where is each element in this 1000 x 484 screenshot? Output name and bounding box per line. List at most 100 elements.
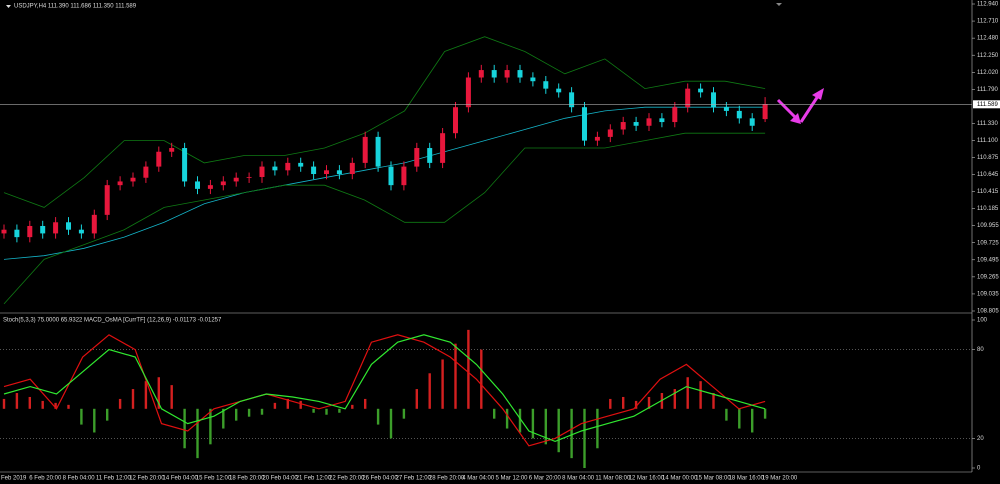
overlay-line [3, 36, 766, 208]
y-tick-label: 110.875 [977, 155, 999, 161]
x-tick-label: 14 Feb 04:00 [163, 476, 199, 482]
candle-body [272, 166, 278, 171]
y-tick-label: 109.265 [977, 274, 999, 280]
histogram-bar [106, 408, 109, 421]
histogram-bar [325, 408, 328, 415]
histogram-bar [647, 396, 651, 409]
histogram-bar [673, 389, 676, 409]
candle-body [246, 176, 252, 178]
candle-body [582, 107, 587, 141]
y-tick-label: 112.020 [977, 70, 999, 76]
candle-body [233, 177, 239, 182]
candle-body [40, 225, 46, 234]
histogram-bar [196, 408, 199, 459]
candle-body [349, 162, 355, 175]
shift-marker [776, 3, 782, 6]
candle-body [530, 77, 536, 82]
histogram-bar [209, 408, 212, 445]
candle-body [375, 136, 381, 167]
arrowhead [812, 88, 824, 100]
histogram-bar [2, 398, 6, 409]
candle-body [117, 181, 123, 186]
histogram-bar [609, 398, 612, 409]
histogram-bar [454, 343, 457, 409]
x-tick-label: 12 Feb 20:00 [129, 476, 165, 482]
x-tick-label: 22 Feb 20:00 [329, 476, 365, 482]
histogram-bar [157, 377, 160, 409]
x-tick-label: 4 Mar 04:00 [462, 476, 495, 482]
x-tick-label: 15 Mar 08:00 [695, 476, 731, 482]
histogram-bar [712, 393, 715, 409]
histogram-bar [376, 408, 380, 425]
candle-body [362, 136, 368, 163]
y-tick-label: 109.495 [977, 257, 999, 263]
candle-body [685, 88, 691, 108]
x-tick-label: 28 Feb 20:00 [429, 476, 465, 482]
histogram-bar [467, 329, 470, 409]
arrow-up [799, 95, 820, 123]
histogram-bar [493, 408, 496, 419]
indicator-line [3, 334, 766, 443]
x-tick-label: 19 Mar 20:00 [762, 476, 798, 482]
candle-body [736, 110, 742, 119]
current-price-box [973, 100, 1000, 109]
histogram-bar [622, 396, 625, 409]
y-tick-label: 112.710 [977, 19, 999, 25]
histogram-bar [93, 408, 96, 433]
y-tick-label: 0 [977, 466, 981, 472]
candle-body [723, 107, 729, 111]
histogram-bar [351, 404, 354, 409]
candle-body [14, 229, 20, 238]
histogram-bar [273, 402, 277, 409]
x-tick-label: 15 Feb 12:00 [196, 476, 232, 482]
histogram-bar [54, 402, 57, 409]
candle-body [207, 185, 213, 189]
candle-body [762, 104, 768, 120]
histogram-bar [286, 398, 289, 409]
x-tick-label: 26 Feb 04:00 [362, 476, 398, 482]
symbol-menu[interactable] [6, 5, 11, 8]
candle-body [311, 166, 317, 175]
candle-body [143, 166, 149, 178]
histogram-bar [441, 359, 444, 409]
candle-body [53, 222, 59, 234]
histogram-bar [364, 398, 367, 409]
histogram-bar [67, 404, 70, 409]
y-tick-label: 110.645 [977, 172, 999, 178]
x-tick-label: 6 Mar 20:00 [529, 476, 562, 482]
candle-body [27, 225, 33, 238]
candle-body [324, 170, 329, 175]
candle-body [711, 92, 716, 108]
histogram-bar [480, 349, 483, 409]
y-tick-label: 111.100 [977, 138, 998, 144]
candle-body [465, 77, 471, 108]
y-tick-label: 112.940 [977, 2, 999, 8]
candle-body [298, 162, 304, 167]
histogram-bar [235, 408, 238, 421]
main-header: USDJPY,H4 111.390 111.686 111.350 111.58… [14, 4, 137, 10]
x-tick-label: 6 Feb 2019 [0, 476, 27, 482]
candle-body [195, 181, 200, 189]
y-tick-label: 100 [977, 318, 988, 324]
histogram-bar [183, 408, 186, 449]
histogram-bar [312, 408, 315, 413]
candle-body [401, 166, 407, 186]
candle-body [749, 118, 755, 126]
forecast-arrows [776, 88, 824, 124]
candle-body [646, 118, 652, 126]
y-tick-label: 110.415 [977, 189, 999, 195]
candle-body [517, 70, 523, 78]
candle-body [698, 88, 704, 93]
candle-body [504, 70, 510, 78]
candle-body [259, 166, 265, 177]
overlay-line [3, 132, 766, 305]
candle-body [414, 148, 420, 167]
candle-body [672, 107, 678, 123]
candle-body [66, 222, 71, 230]
candle-body [491, 70, 497, 78]
candle-body [388, 166, 394, 186]
y-tick-label: 109.955 [977, 223, 999, 229]
candle-body [285, 162, 291, 171]
histogram-bar [634, 400, 638, 409]
